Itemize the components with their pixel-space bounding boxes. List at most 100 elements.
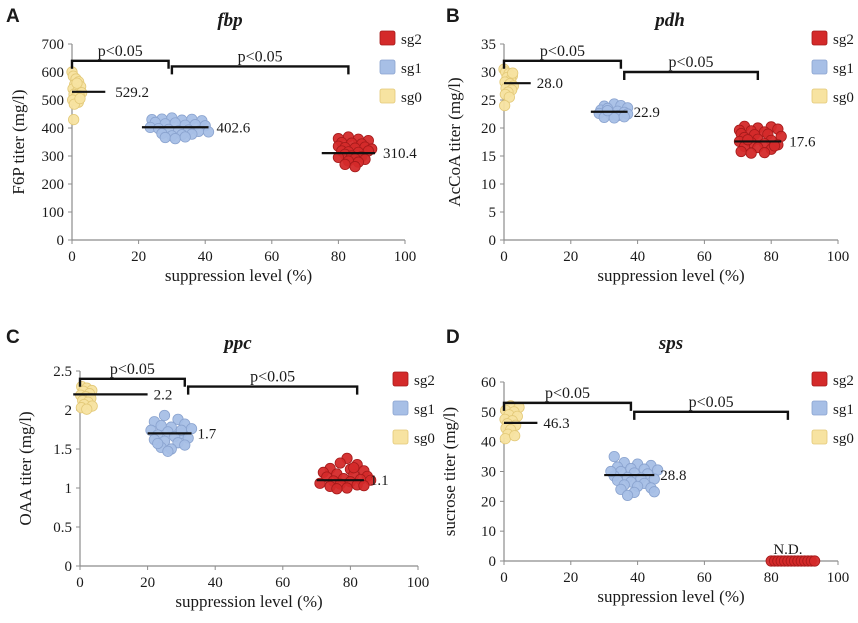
sg2-data-point [745, 147, 757, 159]
significance-bracket [633, 410, 790, 420]
y-tick-label: 200 [42, 177, 65, 193]
legend-label-sg1: sg1 [833, 61, 854, 77]
y-axis-label: sucrose titer (mg/l) [440, 407, 459, 536]
significance-label: p<0.05 [250, 369, 295, 386]
sg2-data-point [339, 158, 351, 170]
sg1-data-point [169, 133, 181, 145]
sg0-data-point [507, 67, 519, 79]
y-tick-label: 20 [481, 494, 496, 510]
legend-swatch-sg2 [379, 30, 396, 46]
x-tick-label: 60 [264, 249, 279, 265]
legend-label-sg2: sg2 [401, 32, 422, 48]
sg2-data-point [809, 555, 821, 567]
y-tick-label: 400 [42, 121, 65, 137]
sg2-data-point [341, 482, 353, 494]
sg0-data-point [499, 100, 511, 112]
y-tick-label: 1.5 [53, 442, 72, 458]
sg2-data-point [334, 457, 346, 469]
legend-label-sg2: sg2 [833, 373, 854, 389]
legend-swatch-sg2 [811, 30, 828, 46]
panel-letter: B [446, 6, 460, 27]
x-axis-label: suppression level (%) [597, 266, 744, 285]
sg2-mean-label: 17.6 [789, 134, 816, 150]
x-tick-label: 100 [827, 570, 850, 586]
x-tick-label: 0 [68, 249, 76, 265]
sg1-data-point [621, 489, 634, 501]
sg2-data-point [735, 145, 747, 158]
significance-label: p<0.05 [689, 394, 734, 411]
legend-label-sg0: sg0 [833, 90, 854, 106]
x-tick-label: 100 [827, 249, 850, 265]
panel-title: ppc [222, 333, 252, 354]
sg1-data-point [162, 445, 174, 457]
significance-bracket [70, 59, 170, 69]
sg1-mean-label: 402.6 [217, 120, 251, 136]
panel-title: fbp [217, 10, 242, 31]
y-tick-label: 30 [481, 465, 496, 481]
sg2-mean-label: 1.1 [370, 473, 389, 489]
x-tick-label: 60 [697, 570, 712, 586]
sg2-data-point [349, 161, 361, 173]
sg0-mean-label: 529.2 [115, 85, 149, 101]
sg1-data-point [159, 131, 171, 144]
y-tick-label: 2.5 [53, 364, 72, 380]
x-tick-label: 80 [331, 249, 346, 265]
legend-label-sg1: sg1 [401, 61, 422, 77]
sg1-mean-label: 22.9 [634, 105, 660, 121]
sg2-nd-label: N.D. [773, 542, 802, 558]
significance-bracket [502, 59, 623, 69]
legend-swatch-sg2 [392, 371, 409, 387]
x-tick-label: 40 [630, 249, 645, 265]
legend-swatch-sg1 [379, 59, 396, 75]
y-tick-label: 40 [481, 435, 496, 451]
legend-swatch-sg1 [811, 59, 828, 75]
sg0-data-point [81, 403, 93, 415]
x-tick-label: 40 [208, 575, 223, 591]
y-tick-label: 50 [481, 405, 496, 421]
legend-label-sg2: sg2 [414, 373, 435, 389]
significance-bracket [78, 377, 186, 387]
y-tick-label: 5 [489, 205, 497, 221]
y-axis-label: OAA titer (mg/l) [16, 411, 35, 525]
sg2-data-point [742, 134, 754, 146]
y-tick-label: 700 [42, 37, 65, 53]
sg2-data-point [331, 483, 343, 495]
x-axis-label: suppression level (%) [165, 266, 312, 285]
x-tick-label: 0 [500, 570, 508, 586]
legend-swatch-sg0 [811, 429, 828, 445]
legend-swatch-sg0 [392, 429, 409, 445]
y-tick-label: 25 [481, 93, 496, 109]
y-axis-label: AcCoA titer (mg/l) [445, 77, 464, 206]
x-axis-label: suppression level (%) [597, 587, 744, 606]
legend-swatch-sg1 [392, 400, 409, 416]
x-tick-label: 20 [131, 249, 146, 265]
sg1-data-point [158, 409, 171, 422]
x-tick-label: 20 [563, 249, 578, 265]
sg0-data-point [499, 433, 511, 445]
sg0-data-point [509, 430, 521, 442]
y-tick-label: 20 [481, 121, 496, 137]
sg1-data-point [601, 105, 614, 117]
x-tick-label: 100 [394, 249, 417, 265]
sg0-data-point [74, 93, 86, 105]
y-tick-label: 10 [481, 177, 496, 193]
sg2-data-point [758, 147, 771, 159]
sg0-data-point [71, 77, 83, 89]
y-tick-label: 0 [65, 559, 73, 575]
legend-label-sg0: sg0 [401, 90, 422, 106]
significance-bracket [623, 70, 760, 80]
sg0-data-point [503, 91, 515, 103]
panel-letter: D [446, 327, 460, 348]
y-tick-label: 2 [65, 403, 73, 419]
y-tick-label: 600 [42, 65, 65, 81]
significance-bracket [170, 65, 350, 75]
significance-label: p<0.05 [110, 361, 155, 378]
panel-title: sps [658, 333, 683, 354]
legend-label-sg1: sg1 [833, 402, 854, 418]
y-tick-label: 30 [481, 65, 496, 81]
x-tick-label: 80 [343, 575, 358, 591]
x-axis-label: suppression level (%) [175, 592, 322, 611]
y-tick-label: 60 [481, 375, 496, 391]
